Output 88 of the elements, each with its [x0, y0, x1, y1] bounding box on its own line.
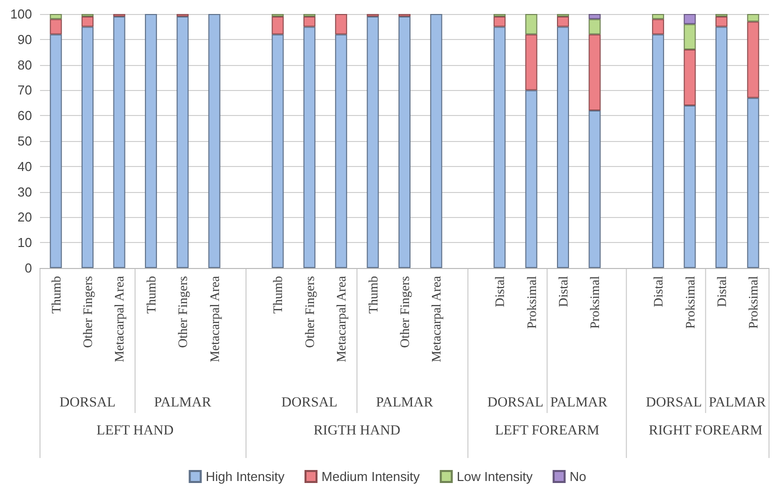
x-tick-label: Other Fingers: [302, 276, 317, 348]
bar: [747, 22, 760, 98]
text: DORSAL: [487, 396, 544, 410]
text: LEFT HAND: [96, 424, 174, 438]
bar: [50, 14, 62, 20]
text: DORSAL: [60, 396, 116, 410]
bar: [588, 14, 601, 20]
x-tick-label: Distal: [714, 276, 729, 308]
y-tick-label: 70: [18, 82, 32, 98]
bar: [525, 14, 538, 34]
text: PALMAR: [154, 396, 212, 410]
bar: [588, 110, 601, 268]
x-tick-label: Thumb: [143, 276, 158, 314]
text: PALMAR: [708, 396, 766, 410]
text: DORSAL: [281, 396, 338, 410]
x-tick-label: Other Fingers: [175, 276, 190, 348]
bar: [50, 19, 62, 34]
legend-label: Low Intensity: [456, 469, 534, 484]
bar: [430, 14, 442, 268]
bar: [715, 16, 728, 27]
bar: [494, 26, 506, 268]
bar: [82, 16, 94, 27]
bar: [747, 98, 760, 268]
y-tick-label: 40: [18, 158, 32, 174]
y-tick-label: 90: [18, 32, 32, 47]
x-tick-label: Other Fingers: [80, 276, 96, 348]
text: DORSAL: [646, 396, 702, 410]
x-tick-label: Metacarpal Area: [334, 276, 349, 362]
bar: [652, 14, 664, 20]
x-tick-label: Distal: [555, 276, 570, 308]
bar: [525, 34, 538, 90]
bar: [684, 105, 696, 268]
bar: [303, 16, 316, 27]
bar: [144, 14, 157, 268]
bar: [556, 26, 569, 268]
x-tick-label: Proksimal: [524, 276, 539, 329]
bar: [50, 34, 62, 268]
legend-label: High Intensity: [206, 469, 286, 484]
bar: [715, 26, 728, 268]
bar: [82, 26, 94, 268]
y-tick-label: 60: [18, 108, 32, 124]
text: RIGTH HAND: [314, 424, 400, 438]
bar: [113, 16, 126, 268]
x-tick-label: Proksimal: [587, 276, 602, 329]
bar: [652, 19, 664, 34]
bar: [684, 24, 696, 50]
y-tick-label: 0: [24, 260, 32, 276]
bar: [525, 90, 538, 268]
y-tick-label: 30: [18, 184, 32, 200]
bar: [208, 14, 220, 268]
y-tick-label: 80: [18, 57, 32, 72]
x-tick-label: Other Fingers: [397, 276, 412, 348]
y-tick-label: 20: [18, 210, 32, 225]
bar: [272, 34, 284, 268]
bar: [398, 16, 410, 268]
bar: [366, 16, 379, 268]
x-tick-label: Distal: [650, 276, 666, 308]
x-tick-label: Thumb: [48, 276, 64, 314]
x-tick-label: Metacarpal Area: [112, 276, 127, 362]
y-tick-label: 100: [10, 6, 32, 22]
bar: [556, 16, 569, 27]
x-tick-label: Thumb: [365, 276, 380, 314]
bar: [684, 14, 696, 24]
bar: [335, 34, 348, 268]
legend-label: Medium Intensity: [322, 469, 420, 484]
text: LEFT FOREARM: [494, 424, 600, 438]
bar: [176, 16, 189, 268]
text: RIGHT FOREARM: [648, 424, 764, 438]
bar: [494, 16, 506, 27]
y-tick-label: 50: [18, 134, 32, 148]
x-tick-label: Metacarpal Area: [206, 276, 222, 362]
x-tick-label: Thumb: [270, 276, 286, 314]
bar: [303, 26, 316, 268]
y-tick-label: 10: [18, 235, 32, 250]
bar: [335, 14, 348, 34]
x-tick-label: Distal: [492, 276, 508, 308]
legend-label: No: [570, 469, 586, 484]
x-tick-label: Proksimal: [682, 276, 698, 329]
bar: [684, 50, 696, 106]
bar: [588, 34, 601, 111]
bar: [588, 19, 601, 34]
x-tick-label: Proksimal: [746, 276, 761, 329]
text: PALMAR: [376, 396, 434, 410]
bar: [747, 14, 760, 22]
bar: [652, 34, 664, 268]
x-tick-label: Metacarpal Area: [428, 276, 444, 362]
text: PALMAR: [550, 396, 608, 410]
bar: [272, 16, 284, 34]
